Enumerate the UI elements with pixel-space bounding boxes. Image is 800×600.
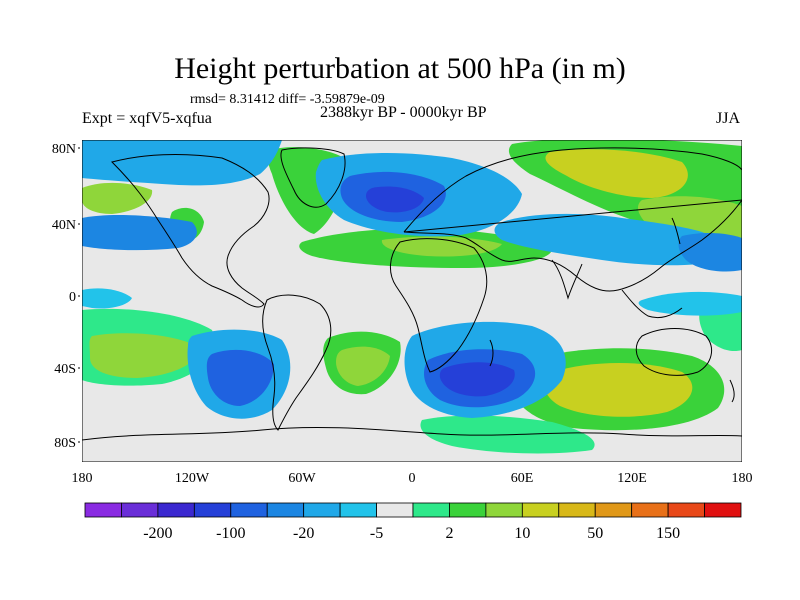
latitude-label: 80S <box>54 436 76 451</box>
anomaly-positive-south-atlantic-core <box>336 346 390 386</box>
coastline-south-america <box>262 294 332 431</box>
anomaly-positive-indian-ocean-core <box>544 363 693 417</box>
colorbar-label: 150 <box>656 525 680 542</box>
period-label: 2388kyr BP - 0000kyr BP <box>320 104 487 121</box>
latitude-axis: 80N 40N 0 40S 80S <box>52 142 80 451</box>
coastline-new-zealand <box>729 379 735 403</box>
colorbar-label: 10 <box>514 525 530 542</box>
latitude-label: 40S <box>54 362 76 377</box>
colorbar-label: -5 <box>370 525 383 542</box>
coastline-australia <box>635 328 713 376</box>
longitude-label: 120W <box>175 471 210 486</box>
coastline-eurasia <box>403 147 742 292</box>
statistics-text: rmsd= 8.31412 diff= -3.59879e-09 <box>190 92 385 107</box>
longitude-label: 0 <box>409 471 416 486</box>
colorbar-swatch <box>449 502 487 518</box>
season-label: JJA <box>716 110 741 127</box>
coastline-india <box>551 259 583 300</box>
anomaly-negative-south-indian-deep <box>439 362 515 397</box>
colorbar-swatch <box>339 502 377 518</box>
height-perturbation-map <box>82 140 742 462</box>
colorbar-swatch <box>704 502 742 518</box>
colorbar-swatch <box>521 502 560 518</box>
experiment-label: Expt = xqfV5-xqfua <box>82 110 212 127</box>
longitude-label: 120E <box>617 471 647 486</box>
colorbar-swatch <box>376 502 414 518</box>
colorbar-swatch <box>157 502 195 518</box>
coastlines <box>82 147 742 441</box>
coastline-japan <box>671 217 681 245</box>
colorbar-swatch <box>558 502 596 518</box>
anomaly-negative-south-pacific-core <box>206 349 274 406</box>
coastline-greenland <box>280 147 346 208</box>
colorbar-label: -100 <box>216 525 245 542</box>
anomaly-negative-east-asia <box>678 232 742 272</box>
colorbar-swatch <box>485 502 523 518</box>
anomaly-positive-south-pacific-west-core <box>89 333 200 378</box>
coastline-africa <box>390 238 488 373</box>
anomaly-positive-siberia-core <box>545 149 688 198</box>
colorbar-label: 50 <box>587 525 603 542</box>
colorbar: -200 -100 -20 -5 2 10 50 150 <box>84 502 742 542</box>
colorbar-swatch <box>266 502 305 518</box>
longitude-label: 180 <box>72 471 93 486</box>
latitude-label: 0 <box>69 290 76 305</box>
colorbar-swatch <box>412 502 450 518</box>
latitude-label: 80N <box>52 142 76 157</box>
colorbar-swatch <box>667 502 705 518</box>
colorbar-swatch <box>230 502 268 518</box>
colorbar-swatch <box>84 502 122 518</box>
colorbar-swatch <box>631 502 669 518</box>
longitude-label: 180 <box>732 471 753 486</box>
anomaly-negative-pacific-north <box>82 215 197 251</box>
chart-title: Height perturbation at 500 hPa (in m) <box>174 52 626 85</box>
colorbar-swatch <box>193 502 232 518</box>
anomaly-negative-eurasia <box>494 213 726 266</box>
colorbar-label: -20 <box>293 525 314 542</box>
coastline-north-america <box>111 154 270 308</box>
colorbar-swatch <box>303 502 341 518</box>
colorbar-label: 2 <box>445 525 453 542</box>
longitude-label: 60W <box>288 471 316 486</box>
anomaly-negative-pacific-east <box>638 291 742 316</box>
colorbar-swatch <box>594 502 633 518</box>
coastline-antarctica <box>82 426 742 441</box>
longitude-label: 60E <box>511 471 534 486</box>
anomaly-negative-arctic-canada <box>82 140 282 186</box>
anomaly-negative-north-atlantic-deep <box>366 186 424 213</box>
coastline-southeast-asia <box>621 289 683 319</box>
colorbar-swatch <box>121 502 159 518</box>
longitude-axis: 180 120W 60W 0 60E 120E 180 <box>72 471 753 486</box>
latitude-label: 40N <box>52 218 76 233</box>
anomaly-positive-north-pacific <box>82 182 153 214</box>
colorbar-label: -200 <box>143 525 172 542</box>
anomaly-negative-tropics <box>82 288 132 309</box>
coastline-madagascar <box>489 339 494 367</box>
